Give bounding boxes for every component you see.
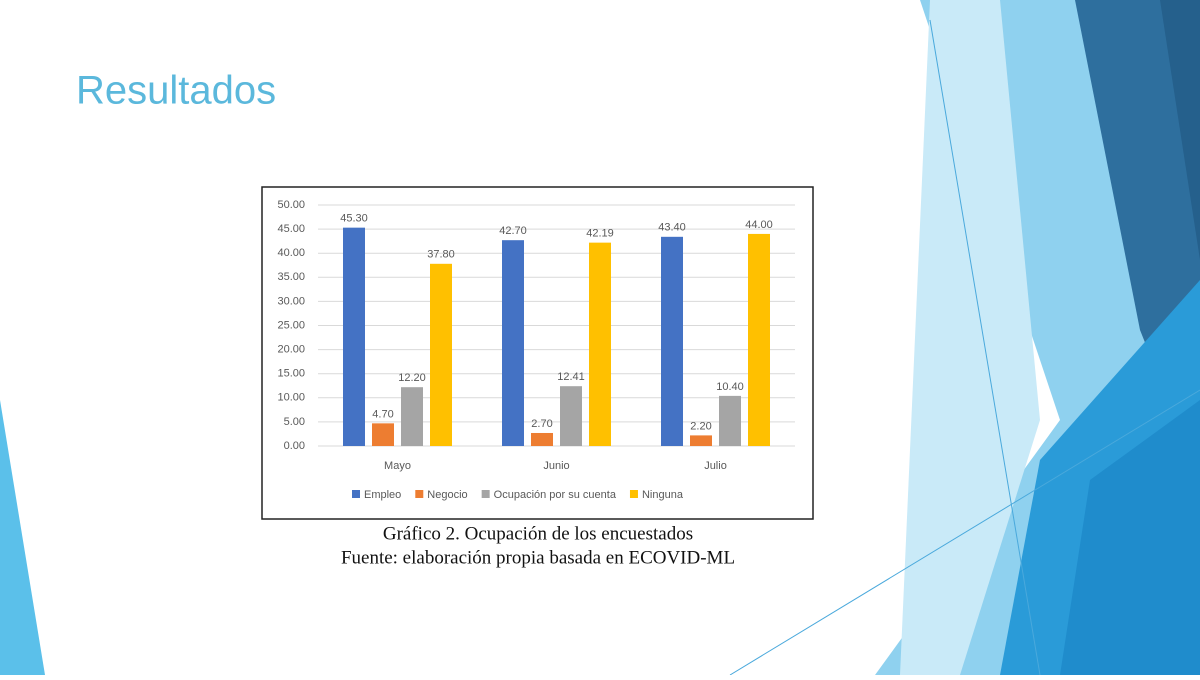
bar <box>502 240 524 446</box>
legend-swatch <box>352 490 360 498</box>
bar <box>560 386 582 446</box>
bar <box>589 242 611 446</box>
value-label: 44.00 <box>745 219 773 231</box>
value-label: 37.80 <box>427 249 455 261</box>
y-tick-label: 20.00 <box>277 344 305 356</box>
value-label: 42.70 <box>499 225 527 237</box>
x-tick-label: Mayo <box>384 460 411 472</box>
legend-label: Negocio <box>427 489 467 501</box>
value-label: 2.70 <box>531 418 552 430</box>
legend-label: Ocupación por su cuenta <box>494 489 617 501</box>
legend-swatch <box>629 490 638 498</box>
value-label: 10.40 <box>716 381 744 393</box>
bar <box>531 432 553 446</box>
bar <box>690 435 712 446</box>
value-label: 43.40 <box>658 222 686 234</box>
value-label: 45.30 <box>340 213 368 225</box>
legend-swatch <box>481 490 490 498</box>
slide-title: Resultados <box>76 69 276 113</box>
bar <box>343 227 365 446</box>
y-tick-label: 40.00 <box>277 247 305 259</box>
legend-label: Ninguna <box>642 489 684 501</box>
x-tick-label: Junio <box>543 460 569 472</box>
value-label: 12.41 <box>557 371 585 383</box>
y-tick-label: 30.00 <box>277 295 305 307</box>
value-label: 4.70 <box>372 408 393 420</box>
y-tick-label: 10.00 <box>277 392 305 404</box>
caption: Gráfico 2. Ocupación de los encuestados <box>383 523 693 544</box>
y-tick-label: 25.00 <box>277 319 305 331</box>
bar <box>401 387 423 446</box>
value-label: 2.20 <box>690 420 711 432</box>
y-tick-label: 35.00 <box>277 271 305 283</box>
legend-label: Empleo <box>364 489 401 501</box>
y-tick-label: 0.00 <box>284 440 305 452</box>
caption: Fuente: elaboración propia basada en ECO… <box>341 547 735 568</box>
bar <box>748 233 770 446</box>
legend-swatch <box>415 490 424 498</box>
y-tick-label: 45.00 <box>277 223 305 235</box>
y-tick-label: 5.00 <box>284 416 305 428</box>
bar <box>430 263 452 446</box>
bar <box>719 395 741 446</box>
y-tick-label: 15.00 <box>277 368 305 380</box>
y-tick-label: 50.00 <box>277 199 305 211</box>
value-label: 42.19 <box>586 228 614 240</box>
bar <box>372 423 394 446</box>
bar <box>661 236 683 446</box>
x-tick-label: Julio <box>704 460 727 472</box>
value-label: 12.20 <box>398 372 426 384</box>
